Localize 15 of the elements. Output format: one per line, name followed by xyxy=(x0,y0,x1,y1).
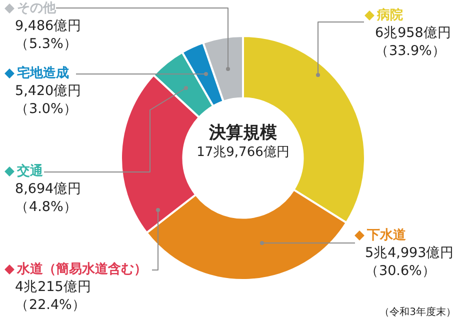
legend-label: 交通 xyxy=(16,164,44,180)
data-label: 5,420億円（3.0%） xyxy=(14,82,82,118)
legend-label: 下水道 xyxy=(366,228,407,244)
legend-label: 水道（簡易水道含む） xyxy=(16,262,147,278)
text: 決算規模 xyxy=(208,122,278,144)
legend-label: 病院 xyxy=(376,8,404,24)
text: 17兆9,766億円 xyxy=(196,144,290,162)
data-label: 6兆958億円（33.9%） xyxy=(374,24,452,60)
legend-label: 宅地造成 xyxy=(16,66,70,82)
data-label: 5兆4,993億円（30.6%） xyxy=(364,244,454,280)
data-label: 4兆215億円（22.4%） xyxy=(14,278,92,314)
data-label: 9,486億円（5.3%） xyxy=(14,17,82,53)
legend-label: その他 xyxy=(16,1,58,17)
text: （令和3年度末） xyxy=(380,306,456,319)
data-label: 8,694億円（4.8%） xyxy=(14,180,82,216)
